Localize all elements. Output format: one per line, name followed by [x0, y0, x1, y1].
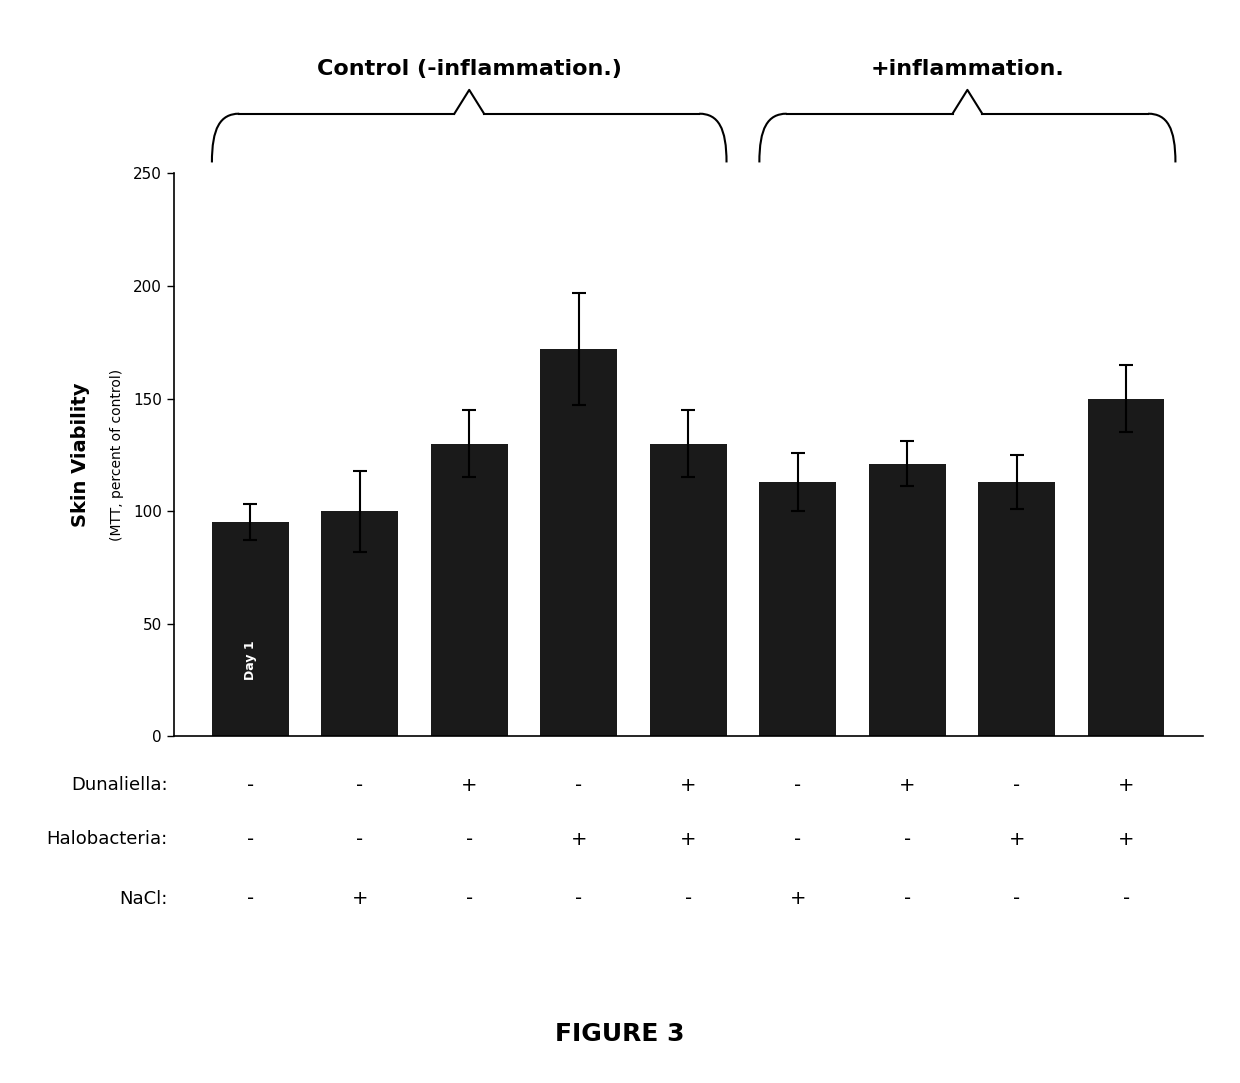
Text: -: - — [1013, 889, 1021, 909]
Text: -: - — [356, 830, 363, 849]
Bar — [321, 511, 398, 736]
Text: -: - — [466, 889, 472, 909]
Bar — [1087, 399, 1164, 736]
Text: +: + — [899, 775, 915, 795]
Text: -: - — [247, 775, 254, 795]
Text: +: + — [1118, 830, 1135, 849]
Text: -: - — [356, 775, 363, 795]
Text: +: + — [680, 830, 697, 849]
Text: FIGURE 3: FIGURE 3 — [556, 1022, 684, 1046]
Text: -: - — [794, 830, 801, 849]
Text: +: + — [570, 830, 587, 849]
Bar — [541, 349, 618, 736]
Text: +: + — [680, 775, 697, 795]
Text: -: - — [1122, 889, 1130, 909]
Text: Day 1: Day 1 — [244, 640, 257, 680]
Bar — [650, 444, 727, 736]
Text: +: + — [790, 889, 806, 909]
Text: +inflammation.: +inflammation. — [870, 60, 1064, 79]
Text: -: - — [684, 889, 692, 909]
Text: (MTT, percent of control): (MTT, percent of control) — [110, 369, 124, 540]
Text: -: - — [575, 889, 583, 909]
Text: Control (-inflammation.): Control (-inflammation.) — [316, 60, 621, 79]
Text: +: + — [461, 775, 477, 795]
Bar — [212, 522, 289, 736]
Text: Dunaliella:: Dunaliella: — [71, 777, 167, 794]
Bar — [759, 482, 836, 736]
Text: +: + — [351, 889, 368, 909]
Text: Skin Viability: Skin Viability — [72, 382, 91, 527]
Text: NaCl:: NaCl: — [119, 890, 167, 908]
Text: -: - — [904, 889, 910, 909]
Text: +: + — [1008, 830, 1025, 849]
Bar — [978, 482, 1055, 736]
Bar — [432, 444, 507, 736]
Text: -: - — [466, 830, 472, 849]
Text: -: - — [575, 775, 583, 795]
Text: Halobacteria:: Halobacteria: — [46, 831, 167, 848]
Text: -: - — [794, 775, 801, 795]
Bar — [869, 464, 945, 736]
Text: +: + — [1118, 775, 1135, 795]
Text: -: - — [1013, 775, 1021, 795]
Text: -: - — [247, 830, 254, 849]
Text: -: - — [904, 830, 910, 849]
Text: -: - — [247, 889, 254, 909]
